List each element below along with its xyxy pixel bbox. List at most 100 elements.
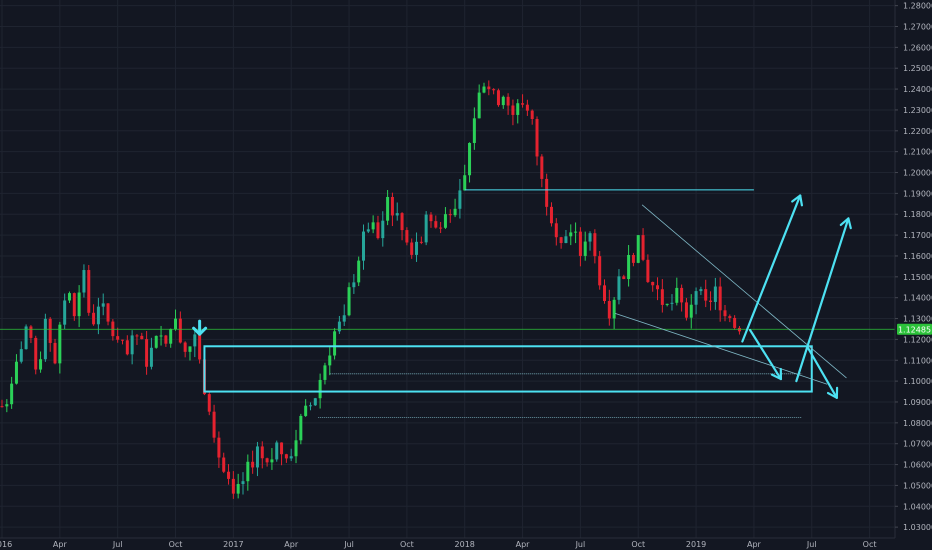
trend-line[interactable] [641, 204, 847, 379]
x-tick-label: Oct [863, 540, 877, 549]
x-tick-label: 2016 [0, 540, 12, 549]
candle-body [535, 118, 539, 157]
candle-body [178, 318, 182, 343]
candle-body [217, 437, 221, 458]
candle-body [154, 335, 158, 348]
candle-body [77, 292, 81, 317]
candle-body [101, 303, 105, 307]
candle-body [159, 335, 163, 337]
candle-body [284, 454, 288, 459]
candle-body [405, 230, 409, 243]
candle-body [646, 259, 650, 282]
candle-body [709, 300, 713, 302]
arrow-head-icon [839, 217, 852, 230]
candle-body [308, 405, 312, 407]
y-tick-label: 1.11000 [903, 356, 932, 365]
candle-body [116, 336, 120, 340]
projection-arrow-line[interactable] [806, 346, 838, 399]
y-tick-label: 1.20000 [903, 169, 932, 178]
candle-body [419, 241, 423, 243]
y-tick-label: 1.14000 [903, 294, 932, 303]
trend-line[interactable] [614, 312, 828, 385]
candle-body [318, 379, 322, 399]
candle-body [58, 324, 62, 364]
candle-body [246, 461, 250, 482]
down-arrow-icon[interactable] [192, 326, 208, 336]
support-zone-rectangle[interactable] [203, 345, 813, 393]
candle-body [627, 254, 631, 280]
candle-body [443, 214, 447, 228]
x-tick-label: Jul [343, 540, 354, 549]
candle-body [689, 304, 693, 318]
projection-arrow-line[interactable] [741, 194, 802, 343]
candle-body [82, 270, 86, 293]
candle-body [130, 335, 134, 355]
x-tick-label: Oct [169, 540, 183, 549]
candle-body [622, 276, 626, 280]
candle-body [386, 196, 390, 221]
candle-body [458, 190, 462, 209]
candle-body [680, 287, 684, 303]
candle-body [174, 318, 178, 330]
candle-body [352, 282, 356, 288]
candle-body [193, 334, 197, 347]
x-axis[interactable]: 2016 Apr Jul Oct 2017 Apr Jul Oct 2018 Apr Jul Oct 2… [0, 540, 877, 549]
candle-body [395, 213, 399, 216]
candle-body [410, 242, 414, 255]
candle-body [92, 312, 96, 325]
candle-body [525, 104, 529, 111]
candle-body [723, 310, 727, 317]
y-tick-label: 1.09000 [903, 398, 932, 407]
candle-body [149, 347, 153, 367]
candle-body [415, 241, 419, 255]
candle-body [121, 339, 124, 341]
candle-body [516, 103, 520, 115]
candle-body [559, 237, 563, 244]
candle-body [718, 286, 722, 311]
y-tick-label: 1.18000 [903, 210, 932, 219]
candle-body [164, 335, 168, 344]
candle-body [574, 231, 578, 233]
y-tick-label: 1.12000 [903, 335, 932, 344]
y-tick-label: 1.10000 [903, 377, 932, 386]
candle-body [381, 220, 385, 239]
candle-body [670, 302, 674, 304]
y-axis[interactable]: 1.28000 1.27000 1.26000 1.25000 1.24000 1.230… [895, 2, 932, 533]
candle-body [694, 291, 698, 305]
candle-body [675, 287, 679, 303]
candle-body [328, 355, 332, 366]
candle-body [304, 405, 308, 416]
candle-body [135, 335, 139, 337]
projection-arrow-line[interactable] [795, 217, 850, 383]
candle-body [390, 196, 394, 216]
candle-body [496, 90, 500, 106]
arrow-head-icon [770, 367, 783, 381]
candle-body [482, 86, 486, 93]
candle-body [342, 315, 346, 322]
x-tick-label: Jul [806, 540, 817, 549]
candle-body [603, 285, 606, 302]
x-tick-label: Apr [284, 540, 299, 549]
candle-body [612, 299, 616, 319]
x-tick-label: Apr [53, 540, 68, 549]
y-tick-label: 1.24000 [903, 85, 932, 94]
candle-body [733, 317, 737, 328]
y-tick-label: 1.13000 [903, 315, 932, 324]
x-tick-label: 2018 [455, 540, 475, 549]
candle-body [424, 214, 428, 243]
candle-body [540, 156, 544, 179]
candle-body [468, 142, 472, 176]
candle-body [280, 442, 284, 455]
projection-arrow-line[interactable] [748, 328, 783, 381]
candle-body [641, 235, 645, 260]
candle-body [111, 321, 115, 337]
candle-body [660, 289, 664, 305]
candle-body [313, 398, 317, 406]
candle-body [96, 306, 100, 325]
candle-body [439, 227, 443, 229]
candle-body [400, 213, 404, 231]
candle-body [607, 301, 611, 319]
candle-body [34, 337, 38, 370]
candle-body [598, 256, 602, 286]
